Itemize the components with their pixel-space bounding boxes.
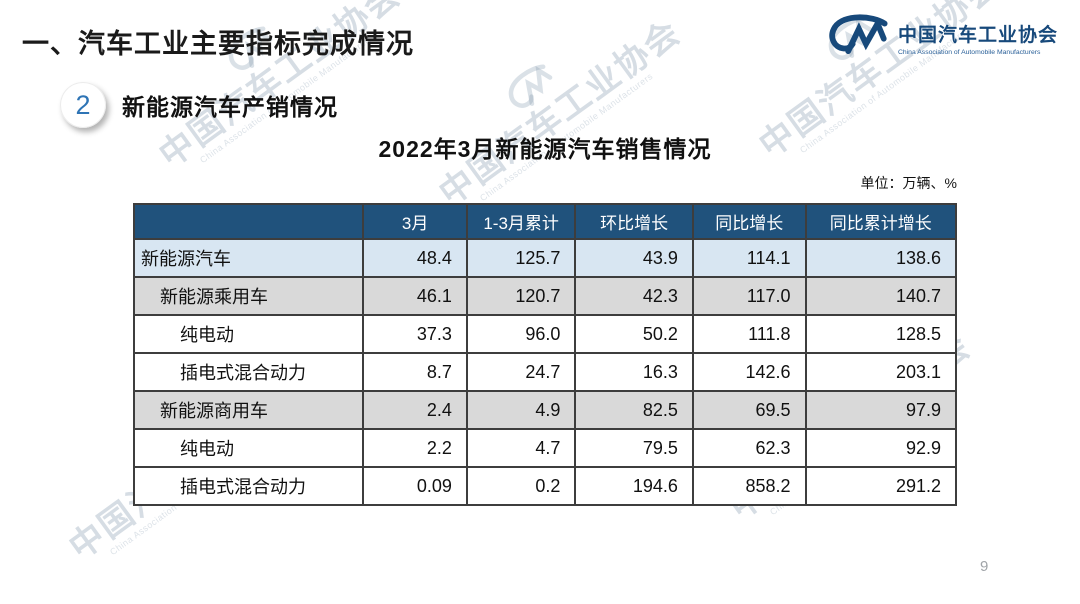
- value-cell: 117.0: [691, 276, 807, 316]
- section-heading: 2 新能源汽车产销情况: [60, 82, 338, 128]
- value-cell: 138.6: [804, 238, 958, 278]
- value-cell: 46.1: [362, 276, 468, 316]
- value-cell: 79.5: [574, 428, 694, 468]
- row-label: 新能源乘用车: [132, 276, 365, 316]
- unit-label: 单位：万辆、%: [860, 175, 957, 191]
- value-cell: 2.2: [362, 428, 468, 468]
- table-row: 新能源商用车 2.4 4.9 82.5 69.5 97.9: [132, 390, 958, 430]
- value-cell: 4.7: [465, 428, 577, 468]
- value-cell: 24.7: [465, 352, 577, 392]
- row-label: 新能源汽车: [132, 238, 365, 278]
- page-title: 一、汽车工业主要指标完成情况: [22, 29, 414, 59]
- value-cell: 96.0: [465, 314, 577, 354]
- row-label: 插电式混合动力: [132, 466, 365, 506]
- table-row: 新能源汽车 48.4 125.7 43.9 114.1 138.6: [132, 238, 958, 278]
- value-cell: 142.6: [691, 352, 807, 392]
- value-cell: 69.5: [691, 390, 807, 430]
- value-cell: 111.8: [691, 314, 807, 354]
- value-cell: 194.6: [574, 466, 694, 506]
- caam-logo-name-cn: 中国汽车工业协会: [897, 25, 1058, 46]
- column-header: 1-3月累计: [465, 203, 577, 240]
- value-cell: 203.1: [804, 352, 958, 392]
- value-cell: 42.3: [574, 276, 694, 316]
- table-row: 纯电动 2.2 4.7 79.5 62.3 92.9: [132, 428, 958, 468]
- column-header: [132, 203, 365, 240]
- column-header: 同比累计增长: [804, 203, 958, 240]
- column-header: 3月: [362, 203, 468, 240]
- table-title: 2022年3月新能源汽车销售情况: [378, 136, 712, 162]
- value-cell: 62.3: [691, 428, 807, 468]
- page-number: 9: [980, 558, 989, 575]
- section-number-badge: 2: [60, 82, 106, 128]
- value-cell: 114.1: [691, 238, 807, 278]
- caam-logo: 中国汽车工业协会 China Association of Automobile…: [826, 14, 1058, 58]
- value-cell: 858.2: [691, 466, 807, 506]
- row-label: 新能源商用车: [132, 390, 365, 430]
- value-cell: 16.3: [574, 352, 694, 392]
- caam-logo-icon: [508, 64, 553, 108]
- value-cell: 125.7: [465, 238, 577, 278]
- value-cell: 0.09: [362, 466, 468, 506]
- value-cell: 92.9: [804, 428, 958, 468]
- value-cell: 43.9: [574, 238, 694, 278]
- value-cell: 2.4: [362, 390, 468, 430]
- column-header: 同比增长: [691, 203, 807, 240]
- value-cell: 291.2: [804, 466, 958, 506]
- value-cell: 97.9: [804, 390, 958, 430]
- table-row: 新能源乘用车 46.1 120.7 42.3 117.0 140.7: [132, 276, 958, 316]
- table-row: 插电式混合动力 8.7 24.7 16.3 142.6 203.1: [132, 352, 958, 392]
- value-cell: 8.7: [362, 352, 468, 392]
- row-label: 纯电动: [132, 428, 365, 468]
- value-cell: 0.2: [465, 466, 577, 506]
- value-cell: 120.7: [465, 276, 577, 316]
- sales-table-wrap: 3月 1-3月累计 环比增长 同比增长 同比累计增长 新能源汽车 48.4 125.7 43.…: [132, 203, 958, 506]
- table-row: 插电式混合动力 0.09 0.2 194.6 858.2 291.2: [132, 466, 958, 506]
- section-title: 新能源汽车产销情况: [122, 94, 338, 120]
- value-cell: 48.4: [362, 238, 468, 278]
- value-cell: 4.9: [465, 390, 577, 430]
- caam-logo-text: 中国汽车工业协会 China Association of Automobile…: [898, 14, 1058, 56]
- value-cell: 50.2: [574, 314, 694, 354]
- row-label: 纯电动: [132, 314, 365, 354]
- sales-table: 3月 1-3月累计 环比增长 同比增长 同比累计增长 新能源汽车 48.4 125.7 43.…: [132, 203, 958, 506]
- caam-logo-icon: [829, 14, 888, 54]
- table-header-row: 3月 1-3月累计 环比增长 同比增长 同比累计增长: [132, 203, 958, 240]
- value-cell: 140.7: [804, 276, 958, 316]
- caam-logo-name-en: China Association of Automobile Manufact…: [897, 49, 1041, 56]
- row-label: 插电式混合动力: [132, 352, 365, 392]
- value-cell: 37.3: [362, 314, 468, 354]
- value-cell: 128.5: [804, 314, 958, 354]
- column-header: 环比增长: [574, 203, 694, 240]
- value-cell: 82.5: [574, 390, 694, 430]
- table-row: 纯电动 37.3 96.0 50.2 111.8 128.5: [132, 314, 958, 354]
